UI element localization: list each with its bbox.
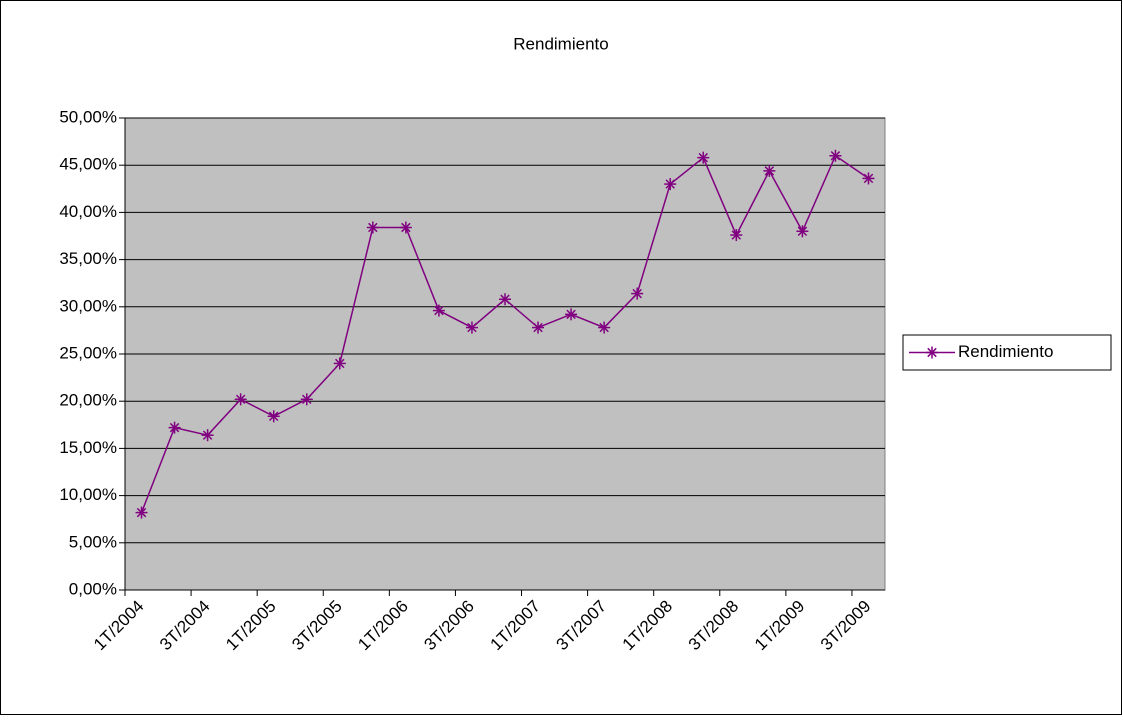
y-tick-label: 5,00% bbox=[69, 532, 117, 551]
point-marker bbox=[697, 151, 710, 164]
marker-stroke bbox=[927, 347, 937, 358]
point-marker bbox=[300, 393, 313, 406]
marker-stroke bbox=[268, 411, 279, 422]
marker-stroke bbox=[764, 166, 775, 176]
marker-stroke bbox=[863, 173, 874, 184]
point-marker bbox=[267, 410, 280, 423]
point-marker bbox=[796, 225, 809, 238]
y-tick-label: 15,00% bbox=[59, 438, 117, 457]
point-marker bbox=[664, 178, 677, 191]
y-tick-label: 45,00% bbox=[59, 155, 117, 174]
point-marker bbox=[763, 164, 776, 177]
point-marker bbox=[432, 304, 445, 317]
y-tick-label: 20,00% bbox=[59, 391, 117, 410]
point-marker bbox=[135, 506, 148, 519]
marker-stroke bbox=[500, 294, 510, 304]
marker-stroke bbox=[797, 226, 808, 237]
y-tick-label: 50,00% bbox=[59, 107, 117, 126]
marker-stroke bbox=[169, 422, 180, 433]
point-marker bbox=[333, 357, 346, 370]
legend-marker bbox=[926, 346, 938, 359]
marker-stroke bbox=[731, 230, 742, 240]
marker-stroke bbox=[335, 358, 345, 369]
point-marker bbox=[829, 149, 842, 162]
point-marker bbox=[168, 421, 181, 434]
marker-stroke bbox=[599, 322, 609, 333]
point-marker bbox=[201, 429, 214, 442]
point-marker bbox=[598, 321, 611, 334]
y-tick-label: 0,00% bbox=[69, 579, 117, 598]
marker-stroke bbox=[566, 309, 576, 320]
y-tick-label: 10,00% bbox=[59, 485, 117, 504]
point-marker bbox=[565, 308, 578, 321]
legend-label: Rendimiento bbox=[958, 342, 1053, 361]
marker-stroke bbox=[533, 322, 543, 333]
marker-stroke bbox=[830, 151, 841, 161]
marker-stroke bbox=[368, 222, 378, 233]
point-marker bbox=[366, 221, 379, 234]
chart-title: Rendimiento bbox=[513, 34, 608, 53]
point-marker bbox=[862, 172, 875, 185]
y-tick-label: 40,00% bbox=[59, 202, 117, 221]
point-marker bbox=[499, 293, 511, 306]
marker-stroke bbox=[467, 322, 477, 333]
point-marker bbox=[532, 321, 545, 334]
marker-stroke bbox=[632, 288, 642, 299]
point-marker bbox=[730, 229, 743, 242]
point-marker bbox=[234, 393, 247, 406]
marker-stroke bbox=[434, 305, 444, 316]
marker-stroke bbox=[698, 152, 708, 163]
marker-stroke bbox=[136, 507, 147, 518]
y-tick-label: 35,00% bbox=[59, 249, 117, 268]
marker-stroke bbox=[302, 394, 312, 405]
y-tick-label: 25,00% bbox=[59, 343, 117, 362]
point-marker bbox=[399, 221, 412, 234]
marker-stroke bbox=[202, 430, 213, 440]
point-marker bbox=[631, 287, 644, 300]
marker-stroke bbox=[665, 179, 675, 189]
point-marker bbox=[465, 321, 478, 334]
marker-stroke bbox=[401, 222, 411, 233]
y-tick-label: 30,00% bbox=[59, 296, 117, 315]
marker-stroke bbox=[235, 394, 246, 405]
